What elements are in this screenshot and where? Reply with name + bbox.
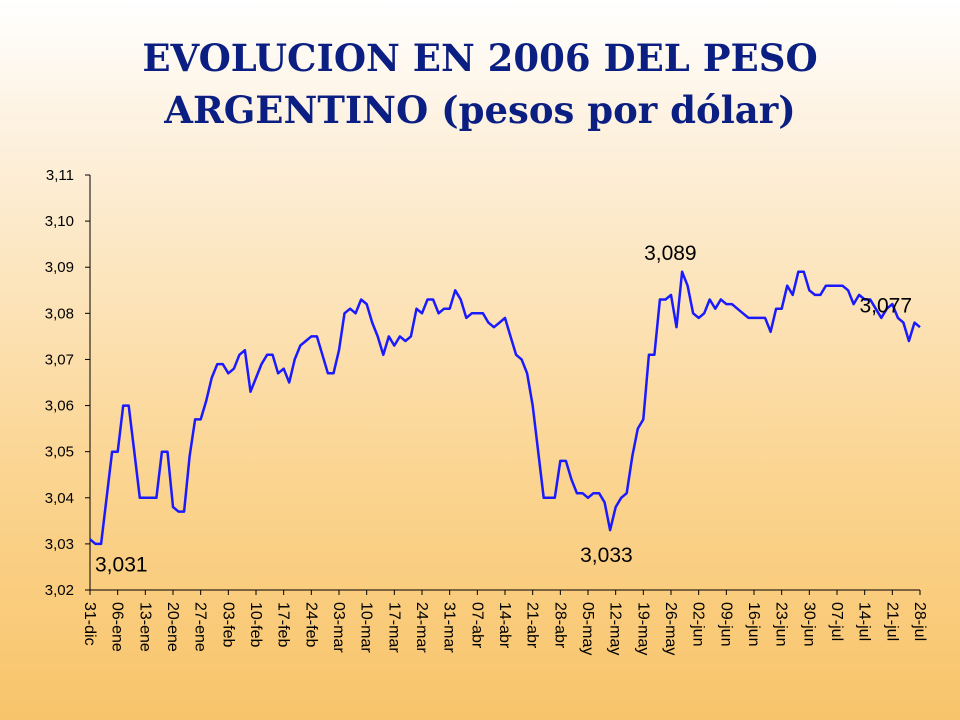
- data-label: 3,077: [859, 295, 912, 318]
- x-tick-label: 07-abr: [468, 602, 485, 649]
- x-tick-label: 17-mar: [385, 602, 402, 653]
- x-tick-label: 13-ene: [136, 602, 153, 652]
- x-tick-label: 20-ene: [164, 602, 181, 652]
- x-tick-label: 23-jun: [773, 602, 790, 646]
- data-label: 3,033: [580, 544, 633, 567]
- x-tick-label: 31-dic: [81, 602, 98, 646]
- x-tick-label: 07-jul: [828, 602, 845, 641]
- x-tick-label: 10-feb: [247, 602, 264, 647]
- data-label: 3,089: [644, 242, 697, 265]
- x-tick-label: 10-mar: [358, 602, 375, 653]
- title-line-1: EVOLUCION EN 2006 DEL PESO: [142, 36, 818, 80]
- x-tick-label: 17-feb: [275, 602, 292, 647]
- x-tick-label: 16-jun: [745, 602, 762, 646]
- x-tick-label: 03-mar: [330, 602, 347, 653]
- y-tick-label: 3,04: [45, 490, 74, 507]
- x-tick-label: 05-may: [579, 602, 596, 655]
- x-tick-label: 31-mar: [441, 602, 458, 653]
- x-tick-label: 19-may: [634, 602, 651, 655]
- x-tick-label: 03-feb: [219, 602, 236, 647]
- x-tick-label: 26-may: [662, 602, 679, 655]
- x-tick-label: 14-abr: [496, 602, 513, 649]
- x-tick-label: 24-mar: [413, 602, 430, 653]
- y-tick-label: 3,05: [45, 444, 74, 461]
- series-line: [89, 270, 921, 546]
- x-tick-label: 21-abr: [524, 602, 541, 649]
- x-tick-label: 28-abr: [551, 602, 568, 649]
- y-tick-label: 3,11: [46, 167, 74, 184]
- y-tick-label: 3,02: [45, 582, 74, 599]
- y-tick-label: 3,08: [45, 305, 74, 322]
- title-line-2: ARGENTINO (pesos por dólar): [164, 88, 796, 132]
- chart-title: EVOLUCION EN 2006 DEL PESO ARGENTINO (pe…: [0, 32, 960, 136]
- data-label: 3,031: [95, 553, 148, 576]
- x-tick-label: 14-jul: [856, 602, 873, 641]
- x-tick-label: 12-may: [607, 602, 624, 655]
- x-tick-label: 27-ene: [192, 602, 209, 652]
- x-tick-label: 28-jul: [911, 602, 928, 641]
- x-tick-label: 02-jun: [690, 602, 707, 646]
- x-tick-label: 30-jun: [800, 602, 817, 646]
- y-tick-label: 3,07: [45, 351, 74, 368]
- x-tick-label: 24-feb: [302, 602, 319, 647]
- y-tick-label: 3,06: [45, 398, 74, 415]
- x-tick-label: 09-jun: [717, 602, 734, 646]
- x-tick-label: 21-jul: [883, 602, 900, 641]
- y-tick-label: 3,09: [45, 259, 74, 276]
- y-tick-label: 3,03: [45, 536, 74, 553]
- y-tick-label: 3,10: [45, 213, 74, 230]
- x-tick-label: 06-ene: [109, 602, 126, 652]
